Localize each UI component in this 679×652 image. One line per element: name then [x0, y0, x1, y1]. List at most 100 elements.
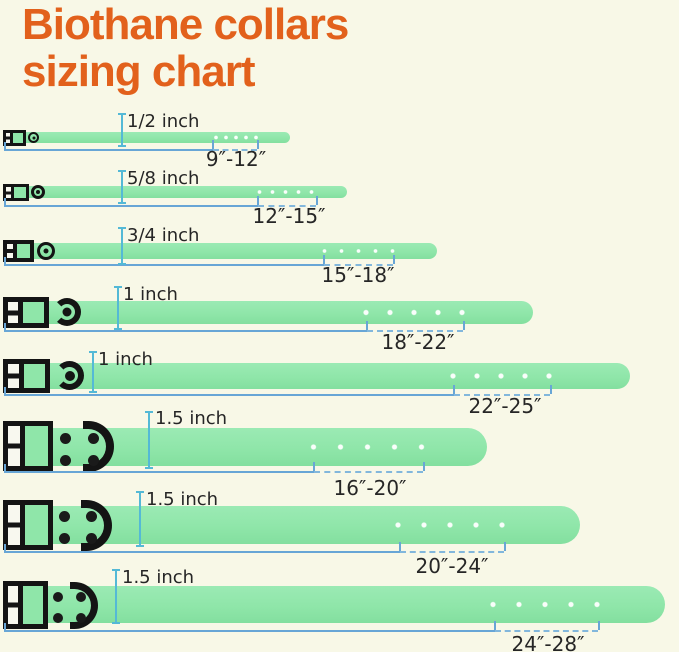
measure-tick-start — [313, 462, 315, 471]
collar-size-label: 16″-20″ — [333, 476, 407, 500]
buckle-frame — [3, 500, 53, 550]
collar-strap — [3, 132, 290, 143]
measure-bracket — [4, 257, 325, 266]
measure-bracket-dashed — [258, 196, 316, 207]
measure-tick-end — [423, 462, 425, 471]
collar-size-label: 20″-24″ — [415, 554, 489, 578]
buckle-strap-pass — [23, 302, 44, 323]
rivet-icon — [88, 433, 99, 444]
width-dimension-tick — [136, 491, 144, 547]
measure-tick-start — [399, 542, 401, 551]
measure-tick-end — [316, 196, 318, 205]
collar-holes — [441, 363, 561, 389]
measure-tick-start — [212, 140, 214, 149]
buckle-ring-icon — [53, 298, 81, 326]
measure-bracket-dashed — [495, 621, 598, 632]
buckle-slot — [8, 426, 25, 466]
width-dimension-tick — [145, 411, 153, 469]
buckle-frame — [3, 130, 26, 146]
collar-width-label: 5/8 inch — [127, 168, 200, 189]
measure-bracket — [4, 544, 401, 553]
rivet-icon — [53, 592, 63, 602]
width-dimension-tick — [89, 351, 97, 393]
rivet-icon — [76, 592, 86, 602]
collar-width-label: 1.5 inch — [122, 567, 195, 588]
buckle-strap-pass — [23, 364, 45, 388]
buckle-strap-pass — [16, 244, 30, 258]
measure-bracket — [4, 464, 315, 473]
buckle-slot — [8, 364, 24, 388]
measure-bracket — [4, 323, 368, 332]
collar-width-label: 1 inch — [98, 349, 153, 370]
buckle-frame — [3, 240, 34, 262]
measure-tick-start — [323, 255, 325, 264]
rivet-icon — [53, 613, 63, 623]
collar-holes — [316, 243, 401, 259]
buckle-frame — [3, 184, 29, 201]
measure-tick-end — [257, 140, 259, 149]
d-ring-icon — [70, 582, 98, 629]
buckle-strap-pass — [13, 133, 23, 143]
rivet-icon — [76, 613, 86, 623]
collar-size-label: 24″-28″ — [511, 632, 585, 652]
buckle-slot — [7, 244, 17, 258]
buckle-slot — [8, 302, 24, 323]
measure-bracket-dashed — [314, 462, 423, 473]
d-ring-icon — [83, 421, 114, 472]
measure-bracket — [4, 387, 455, 396]
measure-bracket — [4, 198, 259, 207]
buckle-slot — [6, 133, 14, 143]
buckle-ring-icon — [31, 185, 45, 199]
measure-bracket-dashed — [213, 140, 257, 151]
collar-width-label: 3/4 inch — [127, 225, 200, 246]
measure-bracket-dashed — [324, 255, 393, 266]
measure-bracket-dashed — [400, 542, 504, 553]
measure-bracket — [4, 142, 214, 151]
measure-tick-start — [453, 385, 455, 394]
measure-tick-start — [494, 621, 496, 630]
collar-holes — [385, 506, 515, 544]
collar-holes — [480, 586, 610, 623]
rivet-icon — [86, 533, 97, 544]
buckle-strap-pass — [24, 426, 48, 466]
buckle-strap-pass — [22, 586, 43, 624]
page-title: Biothane collars sizing chart — [22, 1, 349, 96]
collar-size-label: 22″-25″ — [468, 394, 542, 418]
collar-holes — [300, 428, 435, 466]
width-dimension-tick — [118, 113, 126, 147]
measure-tick-end — [393, 255, 395, 264]
measure-tick-start — [257, 196, 259, 205]
measure-tick-end — [598, 621, 600, 630]
buckle-slot — [6, 187, 15, 198]
collar-size-label: 18″-22″ — [381, 330, 455, 354]
measure-tick-end — [550, 385, 552, 394]
collar-size-label: 12″-15″ — [252, 204, 326, 228]
width-dimension-tick — [118, 170, 126, 204]
collar-width-label: 1.5 inch — [155, 408, 228, 429]
buckle-slot — [8, 505, 25, 545]
buckle-ring-icon — [55, 361, 84, 390]
buckle-ring-icon — [28, 132, 39, 143]
title-line-2: sizing chart — [22, 46, 256, 96]
rivet-icon — [86, 511, 97, 522]
collar-holes — [354, 301, 474, 324]
rivet-icon — [59, 511, 70, 522]
buckle-frame — [3, 359, 50, 393]
collar-size-label: 15″-18″ — [321, 263, 395, 287]
rivet-icon — [60, 455, 71, 466]
rivet-icon — [60, 433, 71, 444]
rivet-icon — [59, 533, 70, 544]
collar-width-label: 1.5 inch — [146, 489, 219, 510]
rivet-icon — [88, 455, 99, 466]
width-dimension-tick — [112, 569, 120, 624]
collar-width-label: 1 inch — [123, 284, 178, 305]
buckle-strap-pass — [24, 505, 48, 545]
collar-holes — [253, 186, 318, 198]
d-ring-icon — [81, 500, 112, 551]
buckle-strap-pass — [14, 187, 26, 198]
buckle-frame — [3, 421, 53, 471]
collar-holes — [211, 132, 261, 143]
measure-bracket — [4, 623, 496, 632]
collar-size-label: 9″-12″ — [205, 147, 267, 171]
